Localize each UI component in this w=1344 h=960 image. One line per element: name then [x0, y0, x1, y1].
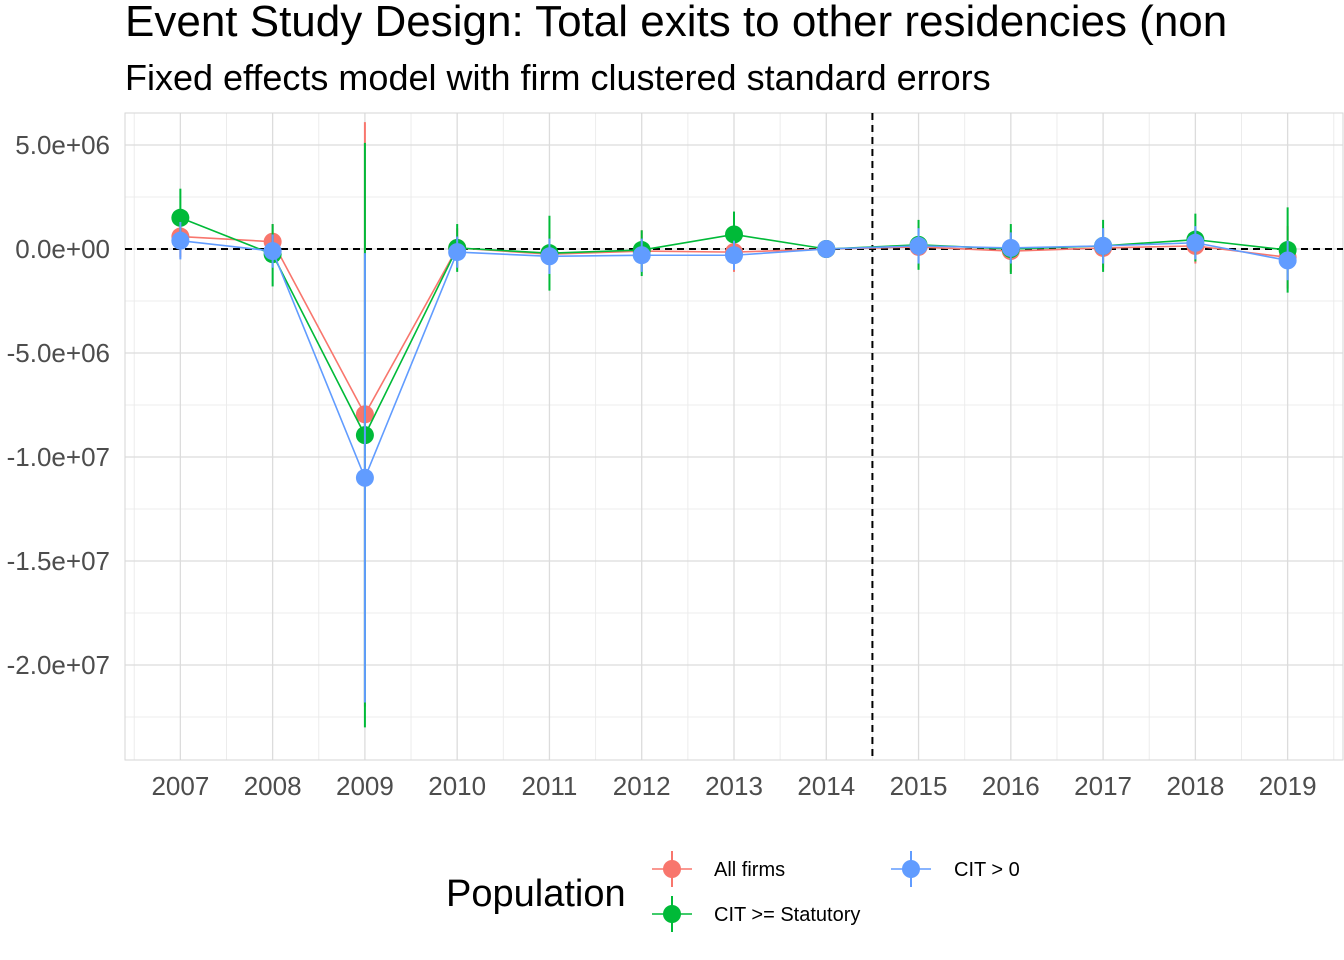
- reference-lines: [125, 113, 1343, 760]
- x-tick-label: 2012: [613, 771, 671, 801]
- legend-item-1: CIT >= Statutory: [652, 896, 860, 932]
- y-tick-label: 5.0e+06: [15, 130, 110, 160]
- legend: Population All firms CIT >= Statutory CIT …: [446, 851, 1020, 932]
- data-point: [817, 240, 836, 258]
- data-point: [725, 246, 743, 265]
- x-tick-label: 2009: [336, 771, 394, 801]
- y-tick-label: -2.0e+07: [7, 650, 110, 680]
- chart-subtitle: Fixed effects model with firm clustered …: [125, 57, 991, 98]
- legend-key-point: [663, 905, 681, 923]
- y-tick-label: -1.5e+07: [7, 546, 110, 576]
- x-tick-label: 2016: [982, 771, 1040, 801]
- series-2: [171, 221, 1297, 703]
- data-point: [1186, 233, 1205, 252]
- chart-title: Event Study Design: Total exits to other…: [125, 0, 1227, 46]
- legend-label: All firms: [714, 859, 785, 881]
- y-tick-label: -1.0e+07: [7, 442, 110, 472]
- data-point: [540, 247, 559, 266]
- legend-title: Population: [446, 873, 626, 915]
- x-tick-label: 2019: [1259, 771, 1317, 801]
- data-point: [448, 243, 467, 262]
- grid-layer: [124, 112, 1344, 761]
- data-point: [725, 225, 743, 244]
- panel-border: [124, 112, 1344, 761]
- x-tick-label: 2011: [521, 771, 577, 801]
- data-point: [355, 468, 374, 487]
- x-tick-label: 2017: [1074, 771, 1132, 801]
- legend-label: CIT > 0: [954, 859, 1020, 881]
- legend-key-point: [902, 860, 920, 878]
- axis-labels: 5.0e+06 0.0e+00 -5.0e+06 -1.0e+07 -1.5e+07 -2…: [7, 130, 1317, 801]
- x-tick-label: 2014: [797, 771, 855, 801]
- legend-key-point: [663, 860, 681, 878]
- legend-item-2: CIT > 0: [891, 851, 1020, 887]
- data-point: [632, 246, 651, 265]
- legend-label: CIT >= Statutory: [714, 904, 860, 926]
- x-tick-label: 2010: [428, 771, 486, 801]
- data-point: [1278, 251, 1297, 270]
- y-tick-label: -5.0e+06: [7, 338, 110, 368]
- data-point: [1094, 236, 1113, 255]
- x-tick-label: 2015: [890, 771, 948, 801]
- legend-item-0: All firms: [652, 851, 785, 887]
- data-point: [171, 208, 190, 227]
- data-point: [909, 236, 928, 255]
- y-tick-label: 0.0e+00: [15, 234, 110, 264]
- data-point: [263, 242, 282, 261]
- x-tick-label: 2008: [244, 771, 302, 801]
- x-tick-label: 2018: [1166, 771, 1224, 801]
- series-layer: [171, 122, 1297, 728]
- x-tick-label: 2013: [705, 771, 763, 801]
- x-tick-label: 2007: [151, 771, 209, 801]
- data-point: [171, 231, 190, 250]
- data-point: [1001, 238, 1020, 257]
